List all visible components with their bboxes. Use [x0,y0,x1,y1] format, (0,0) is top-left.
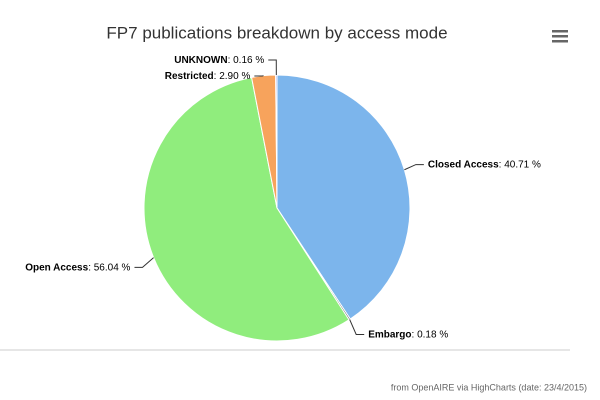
label-name: UNKNOWN [174,55,227,66]
connector [349,319,365,335]
label-name: Open Access [25,262,88,273]
label-value: : 40.71 % [499,159,541,170]
data-label: Embargo: 0.18 % [368,329,448,340]
credits: from OpenAIRE via HighCharts (date: 23/4… [391,382,587,392]
data-label: Restricted: 2.90 % [165,71,251,82]
connector [134,257,154,268]
menu-bar [552,35,568,38]
label-value: : 0.18 % [412,329,449,340]
label-name: Embargo [368,329,411,340]
data-label: UNKNOWN: 0.16 % [174,55,264,66]
data-label: Open Access: 56.04 % [25,262,130,273]
connector [404,164,424,171]
menu-bar [552,30,568,33]
label-name: Closed Access [428,159,499,170]
connector [268,59,277,76]
label-value: : 0.16 % [228,55,265,66]
menu-bar [552,40,568,43]
chart-title: FP7 publications breakdown by access mod… [106,23,447,42]
pie-slice [143,76,350,342]
data-label: Closed Access: 40.71 % [428,159,541,170]
label-name: Restricted [165,71,214,82]
menu-button[interactable] [552,30,568,43]
label-value: : 56.04 % [88,262,130,273]
label-value: : 2.90 % [214,71,251,82]
